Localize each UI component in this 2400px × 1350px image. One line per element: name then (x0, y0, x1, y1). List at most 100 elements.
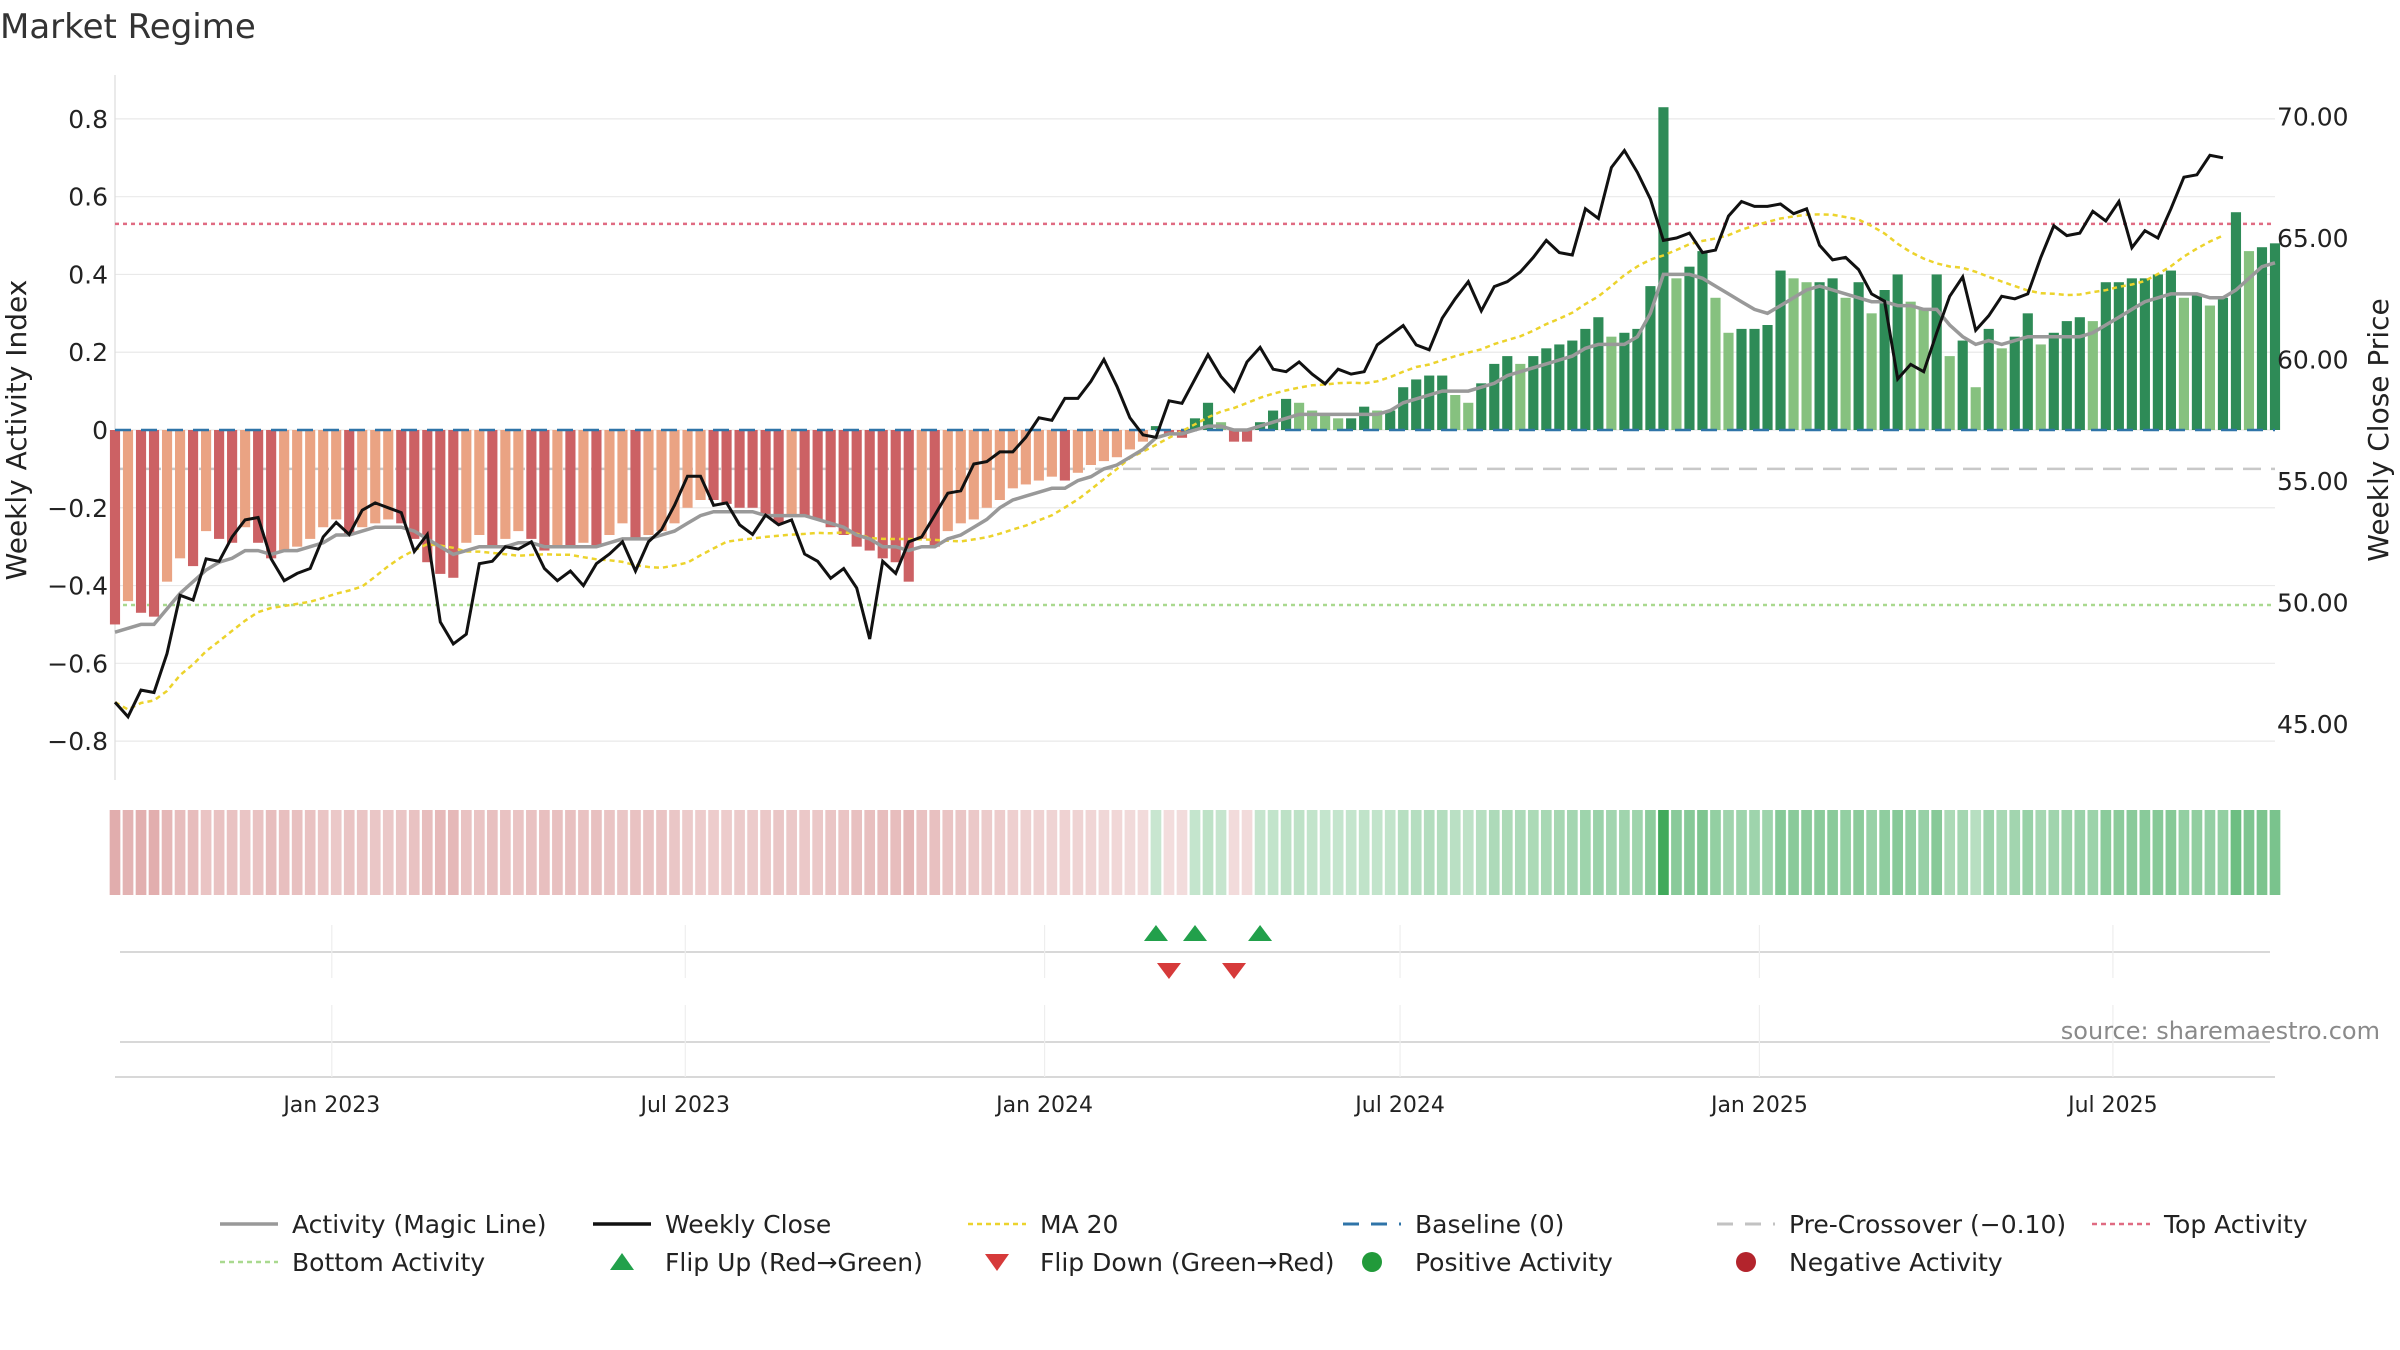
strip-cell-142 (1957, 810, 1969, 895)
legend-item-0-2: MA 20 (968, 1210, 1118, 1239)
strip-cell-83 (1189, 810, 1201, 895)
strip-cell-161 (2204, 810, 2216, 895)
activity-bar-95 (1346, 418, 1357, 430)
activity-bar-162 (2217, 297, 2229, 430)
strip-cell-66 (968, 810, 980, 895)
strip-cell-97 (1371, 810, 1383, 895)
activity-bar-28 (474, 430, 485, 535)
activity-bar-120 (1671, 278, 1682, 430)
activity-bar-127 (1762, 325, 1773, 430)
right-tick-label-4: 65.00 (2277, 224, 2349, 253)
strip-cell-118 (1645, 810, 1656, 895)
strip-cell-67 (981, 810, 993, 895)
strip-cell-150 (2061, 810, 2073, 895)
activity-bar-165 (2256, 247, 2268, 430)
left-tick-label-1: −0.6 (47, 649, 108, 678)
strip-cell-42 (656, 810, 667, 895)
activity-bar-72 (1046, 430, 1057, 477)
activity-bar-53 (799, 430, 810, 516)
activity-bar-38 (604, 430, 615, 535)
activity-bar-122 (1697, 251, 1708, 430)
left-tick-label-8: 0.8 (68, 105, 108, 134)
strip-cell-163 (2230, 810, 2242, 895)
legend-swatch (1362, 1252, 1382, 1272)
strip-cell-27 (460, 810, 472, 895)
activity-bar-8 (214, 430, 225, 539)
strip-cell-80 (1150, 810, 1162, 895)
right-axis-label: Weekly Close Price (2362, 298, 2395, 561)
flip-markers-panel (120, 925, 2270, 979)
strip-cell-94 (1332, 810, 1344, 895)
activity-bar-146 (2009, 336, 2020, 430)
strip-cell-109 (1527, 810, 1539, 895)
activity-bar-22 (396, 430, 407, 524)
activity-bar-114 (1593, 317, 1604, 430)
strip-cell-120 (1671, 810, 1682, 895)
activity-bar-125 (1736, 328, 1747, 430)
legend-label: Activity (Magic Line) (292, 1210, 546, 1239)
strip-cell-41 (643, 810, 654, 895)
strip-cell-122 (1697, 810, 1708, 895)
legend: Activity (Magic Line) Weekly Close MA 20 Ba… (220, 1210, 2308, 1277)
activity-bar-50 (760, 430, 771, 516)
activity-bar-11 (253, 430, 264, 543)
flip-up-marker (1143, 925, 1168, 941)
strip-cell-84 (1202, 810, 1214, 895)
activity-bar-17 (331, 430, 342, 520)
legend-item-0-3: Baseline (0) (1343, 1210, 1564, 1239)
strip-cell-127 (1762, 810, 1773, 895)
legend-item-1-1: Flip Up (Red→Green) (610, 1248, 923, 1277)
activity-bar-105 (1476, 383, 1487, 430)
flip-down-marker (1156, 963, 1181, 979)
strip-cell-21 (382, 810, 394, 895)
strip-cell-145 (1996, 810, 2008, 895)
strip-cell-57 (851, 810, 863, 895)
strip-cell-119 (1658, 810, 1669, 895)
left-tick-label-2: −0.4 (47, 572, 108, 601)
strip-cell-87 (1241, 810, 1253, 895)
activity-bar-41 (643, 430, 654, 535)
activity-bar-80 (1150, 426, 1162, 430)
activity-bar-135 (1866, 313, 1877, 430)
activity-bar-42 (656, 430, 667, 532)
strip-cell-149 (2048, 810, 2060, 895)
strip-cell-125 (1736, 810, 1747, 895)
x-tick-label-2: Jan 2024 (994, 1093, 1093, 1118)
strip-cell-46 (708, 810, 719, 895)
strip-cell-61 (903, 810, 915, 895)
activity-bar-107 (1502, 356, 1513, 430)
activity-bar-26 (448, 430, 459, 578)
activity-bar-126 (1749, 328, 1760, 430)
strip-cell-103 (1449, 810, 1461, 895)
activity-bar-155 (2126, 278, 2137, 430)
activity-bar-45 (695, 430, 706, 500)
strip-cell-5 (174, 810, 186, 895)
activity-bar-2 (135, 430, 147, 613)
strip-cell-40 (630, 810, 641, 895)
strip-cell-100 (1410, 810, 1422, 895)
activity-bar-65 (955, 430, 966, 524)
activity-bar-121 (1684, 266, 1695, 430)
strip-cell-114 (1593, 810, 1604, 895)
legend-label: Flip Down (Green→Red) (1040, 1248, 1335, 1277)
right-tick-label-5: 70.00 (2277, 102, 2349, 131)
chart-title: Market Regime (0, 7, 256, 47)
strip-cell-71 (1033, 810, 1045, 895)
activity-bar-86 (1228, 430, 1240, 442)
activity-bar-19 (357, 430, 368, 528)
strip-cell-3 (148, 810, 160, 895)
activity-bar-132 (1827, 278, 1838, 430)
activity-bar-156 (2139, 278, 2150, 430)
strip-cell-72 (1046, 810, 1058, 895)
activity-bar-14 (292, 430, 303, 547)
strip-cell-93 (1319, 810, 1331, 895)
strip-cell-24 (421, 810, 433, 895)
strip-cell-165 (2256, 810, 2268, 895)
legend-item-0-1: Weekly Close (593, 1210, 831, 1239)
activity-bar-40 (630, 430, 641, 539)
strip-cell-126 (1749, 810, 1760, 895)
legend-item-1-3: Positive Activity (1362, 1248, 1613, 1277)
strip-cell-55 (825, 810, 836, 895)
activity-bar-142 (1957, 340, 1968, 430)
